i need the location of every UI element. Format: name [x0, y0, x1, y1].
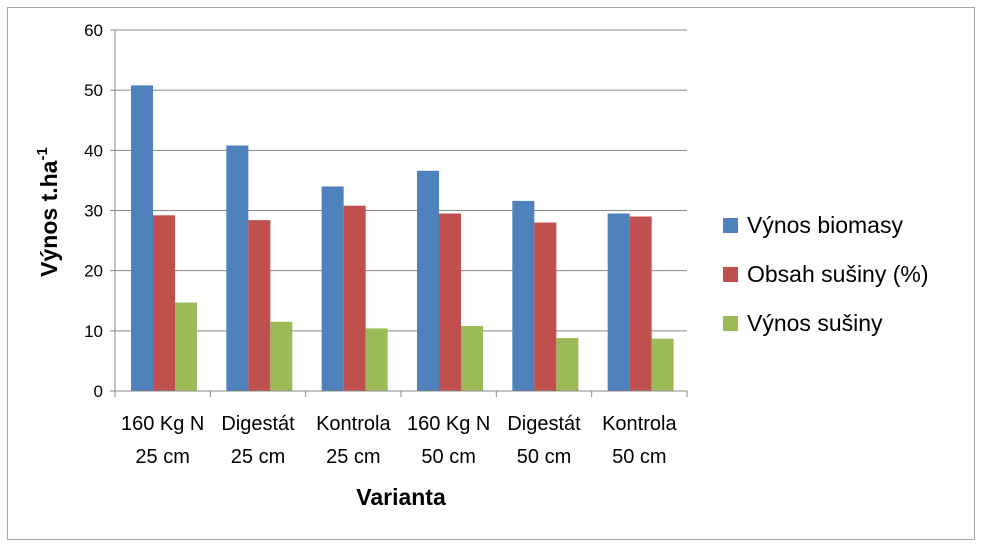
- y-tick-label: 50: [84, 81, 103, 100]
- x-category-label: 25 cm: [326, 446, 380, 468]
- legend-label: Obsah sušiny (%): [747, 261, 929, 287]
- y-tick-label: 60: [84, 21, 103, 40]
- x-category-label: 25 cm: [231, 446, 285, 468]
- axes: [110, 29, 688, 397]
- bar: [417, 170, 439, 391]
- x-category-labels: 160 Kg N 25 cm Digestát 25 cm Kontrola 25 cm 1…: [121, 413, 677, 468]
- legend-swatch: [723, 316, 738, 331]
- y-tick-label: 20: [84, 262, 103, 281]
- y-axis-title: Výnos t.ha-1: [34, 147, 62, 277]
- bar: [461, 326, 483, 391]
- bar: [226, 145, 249, 391]
- y-tick-label: 10: [84, 322, 103, 341]
- bar: [248, 220, 271, 391]
- x-axis-title: Varianta: [356, 484, 446, 510]
- x-category-label: 160 Kg N: [407, 413, 490, 435]
- legend-label: Výnos sušiny: [747, 310, 883, 336]
- bar: [343, 205, 366, 391]
- gridlines: [115, 29, 687, 332]
- x-category-label: 50 cm: [612, 446, 666, 468]
- y-axis-title-superscript: -1: [34, 147, 51, 160]
- x-category-label: 50 cm: [421, 446, 475, 468]
- bar: [556, 338, 579, 391]
- x-category-label: 160 Kg N: [121, 413, 204, 435]
- legend: Výnos biomasy Obsah sušiny (%) Výnos sušin…: [723, 212, 929, 336]
- x-category-label: 25 cm: [135, 446, 189, 468]
- legend-swatch: [723, 267, 738, 282]
- legend-label: Výnos biomasy: [747, 212, 903, 238]
- bar: [131, 85, 153, 391]
- bar: [629, 216, 652, 391]
- bars: [131, 85, 674, 391]
- bar: [153, 215, 175, 391]
- x-category-label: Kontrola: [316, 413, 391, 435]
- bar: [534, 222, 557, 391]
- bar: [321, 186, 344, 391]
- bar: [365, 328, 388, 391]
- y-tick-label: 30: [84, 202, 103, 221]
- y-tick-label: 40: [84, 141, 103, 160]
- bar: [270, 321, 293, 391]
- y-axis-title-main: Výnos t.ha: [36, 160, 62, 277]
- x-category-label: Kontrola: [602, 413, 677, 435]
- bar: [607, 213, 630, 391]
- x-category-label: Digestát: [507, 413, 581, 435]
- bar: [175, 302, 197, 391]
- x-category-label: Digestát: [221, 413, 295, 435]
- x-category-label: 50 cm: [517, 446, 571, 468]
- legend-swatch: [723, 218, 738, 233]
- bar: [512, 200, 535, 391]
- bar: [651, 338, 674, 391]
- y-tick-label: 0: [94, 382, 103, 401]
- bar: [439, 213, 461, 391]
- y-tick-labels: 0 10 20 30 40 50 60: [84, 21, 103, 401]
